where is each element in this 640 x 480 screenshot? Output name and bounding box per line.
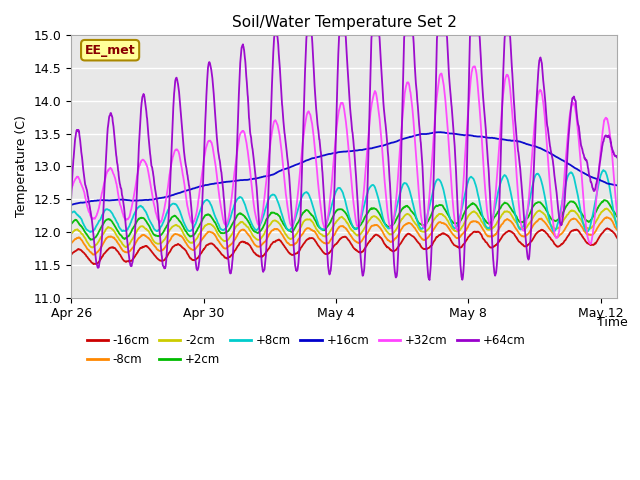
Legend: -16cm, -8cm, -2cm, +2cm, +8cm, +16cm, +32cm, +64cm: -16cm, -8cm, -2cm, +2cm, +8cm, +16cm, +3… (82, 329, 530, 371)
X-axis label: Time: Time (597, 316, 628, 329)
Text: EE_met: EE_met (85, 44, 136, 57)
Y-axis label: Temperature (C): Temperature (C) (15, 116, 28, 217)
Title: Soil/Water Temperature Set 2: Soil/Water Temperature Set 2 (232, 15, 456, 30)
